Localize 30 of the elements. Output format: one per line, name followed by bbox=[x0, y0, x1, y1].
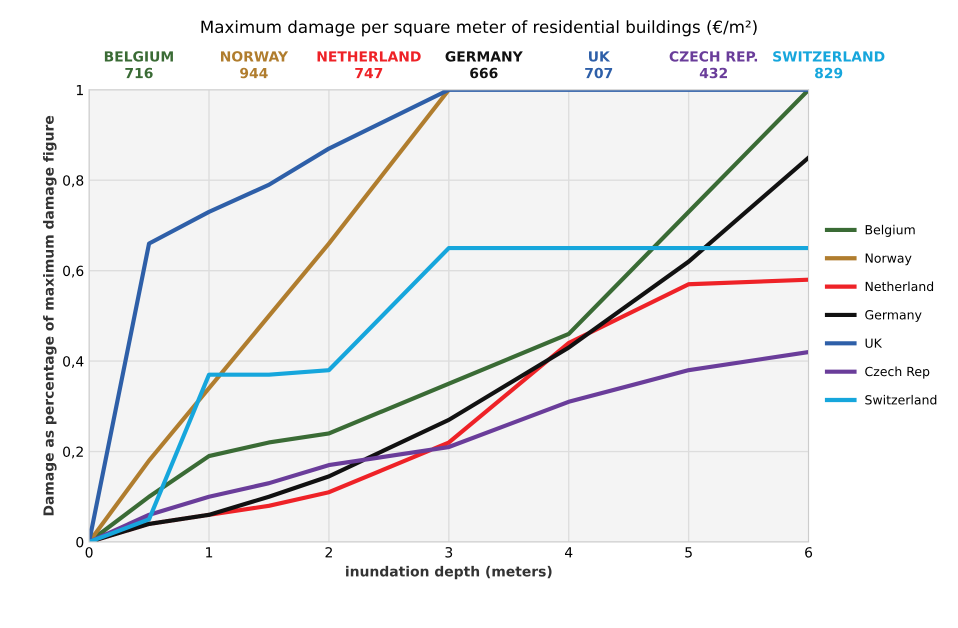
text: GERMANY 666 bbox=[446, 51, 523, 78]
x-tick-label: 5 bbox=[685, 547, 692, 558]
y-tick-label: 0 bbox=[76, 536, 84, 548]
text: NETHERLAND 747 bbox=[318, 51, 421, 78]
text: NORWAY 944 bbox=[221, 51, 288, 78]
legend-label: UK bbox=[866, 338, 882, 348]
legend-label: Switzerland bbox=[865, 394, 936, 405]
x-tick-label: 1 bbox=[206, 547, 212, 558]
legend-label: Germany bbox=[865, 310, 922, 322]
text: BELGIUM 716 bbox=[104, 51, 173, 78]
x-tick-label: 0 bbox=[86, 547, 93, 558]
text: UK 707 bbox=[585, 51, 612, 78]
y-tick-label: 0,2 bbox=[63, 446, 83, 458]
legend-label: Belgium bbox=[866, 224, 915, 237]
legend-label: Norway bbox=[866, 254, 912, 266]
y-tick-label: 0,4 bbox=[63, 356, 84, 368]
y-tick-label: 1 bbox=[76, 84, 83, 96]
x-tick-label: 2 bbox=[326, 547, 332, 558]
legend-label: Czech Rep bbox=[865, 366, 930, 379]
x-axis-title: inundation depth (meters) bbox=[346, 566, 552, 580]
text: SWITZERLAND 829 bbox=[773, 51, 884, 78]
y-axis-title: Damage as percentage of maximum damage figure bbox=[43, 116, 57, 516]
x-tick-label: 3 bbox=[445, 547, 452, 558]
chart-title: Maximum damage per square meter of residential buildings (€/m²) bbox=[202, 20, 757, 36]
text: CZECH REP. 432 bbox=[670, 51, 758, 78]
legend-label: Netherland bbox=[866, 281, 934, 292]
y-tick-label: 0,6 bbox=[63, 266, 84, 278]
x-tick-label: 4 bbox=[564, 547, 572, 558]
y-tick-label: 0,8 bbox=[63, 175, 84, 188]
x-tick-label: 6 bbox=[805, 547, 812, 558]
